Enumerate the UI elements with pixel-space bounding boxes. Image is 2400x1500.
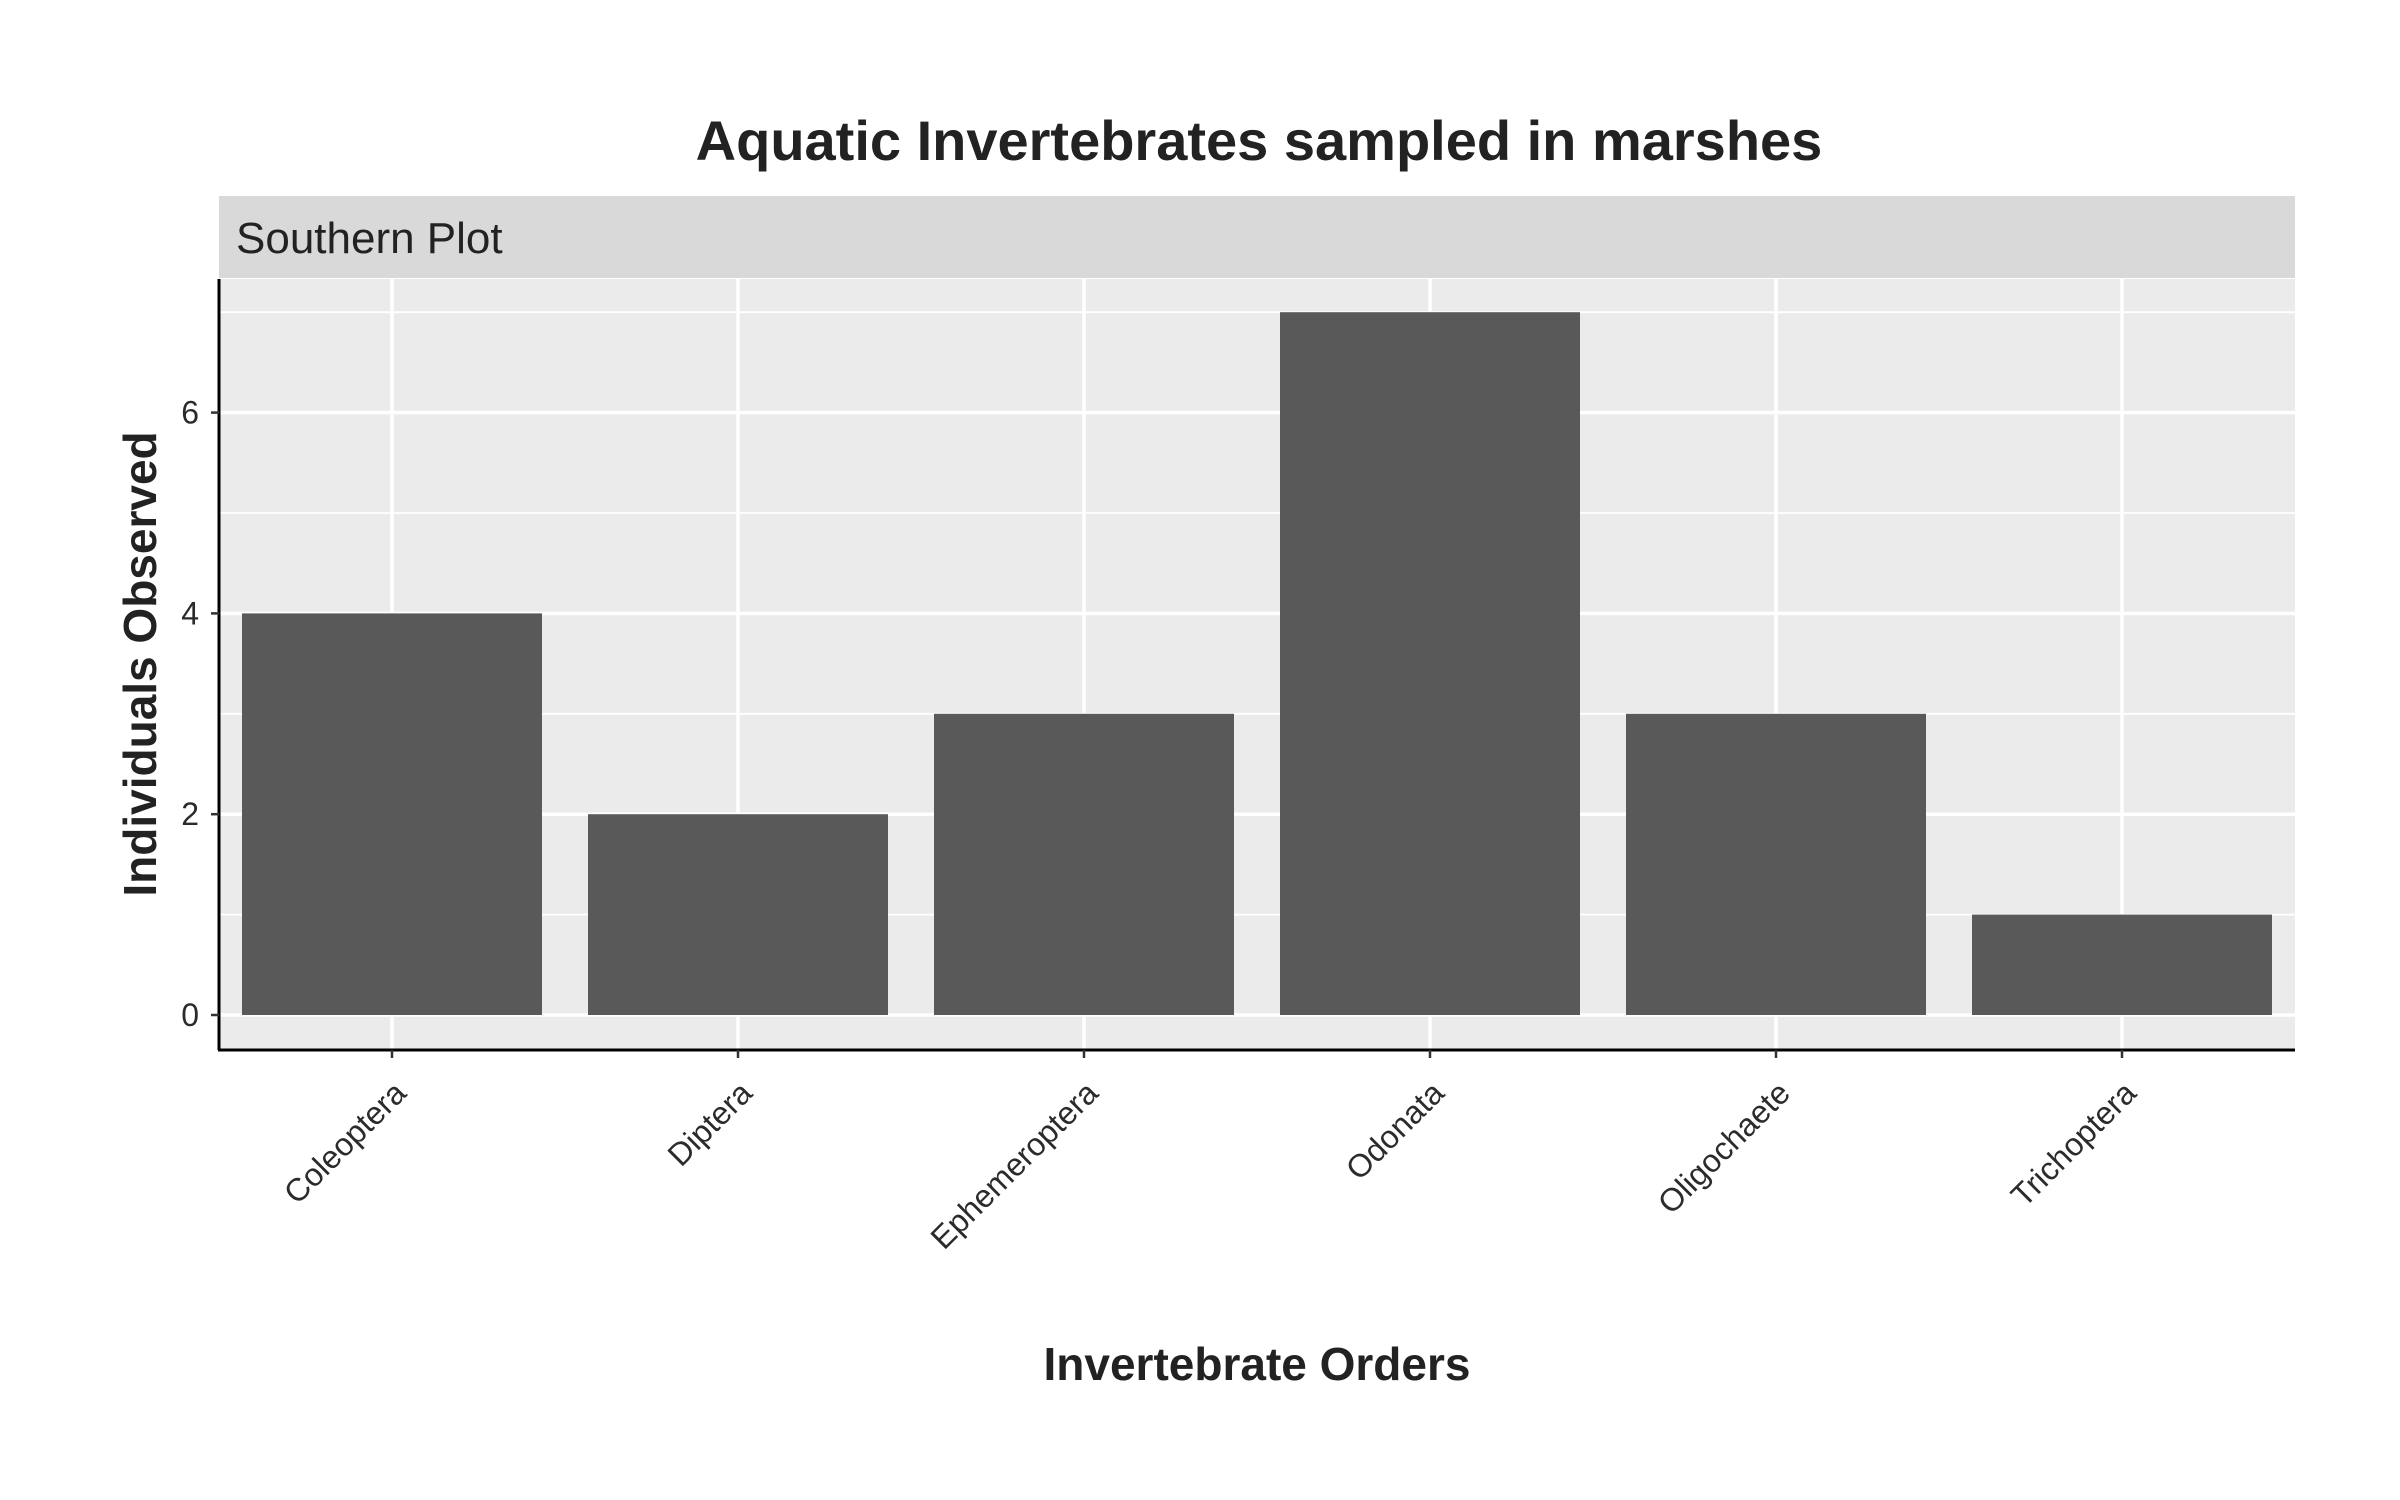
y-tick-label: 6 bbox=[181, 395, 199, 431]
x-tick-label: Odonata bbox=[1339, 1074, 1451, 1186]
bar-diptera bbox=[588, 814, 888, 1015]
y-tick-layer: 0 2 4 6 bbox=[181, 395, 219, 1033]
bar-coleoptera bbox=[242, 613, 542, 1015]
bar-trichoptera bbox=[1972, 914, 2272, 1015]
bar-odonata bbox=[1280, 312, 1580, 1015]
bar-ephemeroptera bbox=[934, 713, 1234, 1015]
bar-oligochaete bbox=[1626, 713, 1926, 1015]
y-tick-label: 2 bbox=[181, 796, 199, 832]
x-axis-title: Invertebrate Orders bbox=[1044, 1338, 1471, 1390]
x-tick-label: Coleoptera bbox=[277, 1074, 413, 1210]
y-axis-title: Individuals Observed bbox=[114, 431, 166, 896]
plot-panel bbox=[219, 279, 2295, 1049]
y-tick-label: 0 bbox=[181, 997, 199, 1033]
facet-strip bbox=[219, 196, 2295, 278]
facet-label: Southern Plot bbox=[236, 214, 503, 263]
x-tick-layer: Coleoptera Diptera Ephemeroptera Odonata Oli… bbox=[277, 1050, 2143, 1256]
bars-layer bbox=[242, 312, 2272, 1015]
x-tick-label: Oligochaete bbox=[1651, 1074, 1797, 1220]
y-tick-label: 4 bbox=[181, 595, 199, 631]
chart-title: Aquatic Invertebrates sampled in marshes bbox=[696, 109, 1823, 172]
x-tick-label: Trichoptera bbox=[2004, 1074, 2143, 1213]
x-tick-label: Diptera bbox=[661, 1074, 760, 1173]
x-tick-label: Ephemeroptera bbox=[924, 1074, 1106, 1256]
